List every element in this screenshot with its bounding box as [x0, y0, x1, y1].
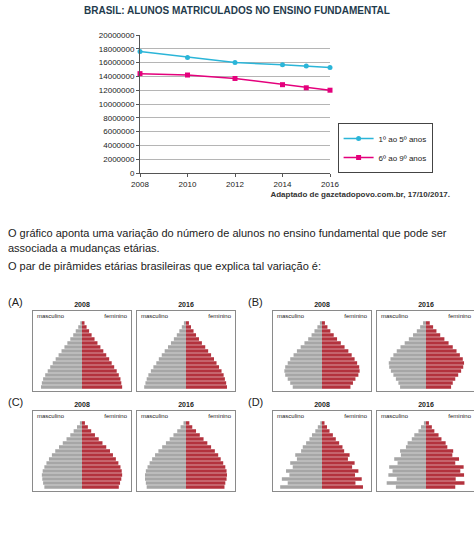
svg-text:4000000: 4000000	[103, 141, 135, 150]
html-text:masculino: masculino	[277, 313, 304, 319]
svg-text:2014: 2014	[274, 180, 292, 189]
html-text:2008: 2008	[74, 401, 90, 408]
svg-text:1º ao 5º anos: 1º ao 5º anos	[379, 135, 427, 144]
html-text:(D): (D)	[248, 396, 264, 408]
svg-text:16000000: 16000000	[99, 58, 135, 67]
html-text:(B): (B)	[248, 296, 263, 308]
html-text:2016: 2016	[418, 401, 434, 408]
svg-text:2000000: 2000000	[103, 155, 135, 164]
html-text:feminino: feminino	[448, 313, 471, 319]
svg-text:6000000: 6000000	[103, 127, 135, 136]
svg-text:8000000: 8000000	[103, 114, 135, 123]
svg-text:BRASIL: ALUNOS MATRICULADOS NO: BRASIL: ALUNOS MATRICULADOS NO ENSINO FU…	[84, 5, 390, 16]
html-text:feminino: feminino	[344, 413, 367, 419]
html-text:masculino: masculino	[141, 313, 168, 319]
svg-text:2008: 2008	[131, 180, 149, 189]
html-text:feminino: feminino	[208, 413, 231, 419]
svg-text:0: 0	[130, 169, 135, 178]
html-text:masculino: masculino	[277, 413, 304, 419]
html-text:feminino: feminino	[104, 313, 127, 319]
html-text:Adaptado de gazetadopovo.com.b: Adaptado de gazetadopovo.com.br, 17/10/2…	[270, 190, 450, 199]
html-text:feminino: feminino	[104, 413, 127, 419]
html-text:feminino: feminino	[208, 313, 231, 319]
svg-text:14000000: 14000000	[99, 72, 135, 81]
svg-text:20000000: 20000000	[99, 31, 135, 40]
html-text:feminino: feminino	[448, 413, 471, 419]
html-text:2016: 2016	[418, 301, 434, 308]
svg-text:6º ao 9º anos: 6º ao 9º anos	[379, 154, 427, 163]
html-text:2008: 2008	[314, 401, 330, 408]
html-text:2016: 2016	[178, 401, 194, 408]
html-text:masculino: masculino	[141, 413, 168, 419]
html-text:O gráfico aponta uma variação: O gráfico aponta uma variação do número …	[8, 227, 447, 254]
svg-text:2012: 2012	[226, 180, 244, 189]
svg-text:2016: 2016	[321, 180, 339, 189]
html-text:masculino: masculino	[37, 413, 64, 419]
html-text:2008: 2008	[314, 301, 330, 308]
svg-text:12000000: 12000000	[99, 86, 135, 95]
html-text:(A): (A)	[8, 296, 23, 308]
svg-text:2010: 2010	[179, 180, 197, 189]
svg-text:18000000: 18000000	[99, 45, 135, 54]
html-text:masculino: masculino	[37, 313, 64, 319]
svg-text:10000000: 10000000	[99, 100, 135, 109]
html-text:2016: 2016	[178, 301, 194, 308]
html-text:masculino: masculino	[381, 313, 408, 319]
html-text:2008: 2008	[74, 301, 90, 308]
html-text:masculino: masculino	[381, 413, 408, 419]
html-text:(C): (C)	[8, 396, 24, 408]
html-text:O par de pirâmides etárias bra: O par de pirâmides etárias brasileiras q…	[8, 260, 321, 272]
html-text:feminino: feminino	[344, 313, 367, 319]
